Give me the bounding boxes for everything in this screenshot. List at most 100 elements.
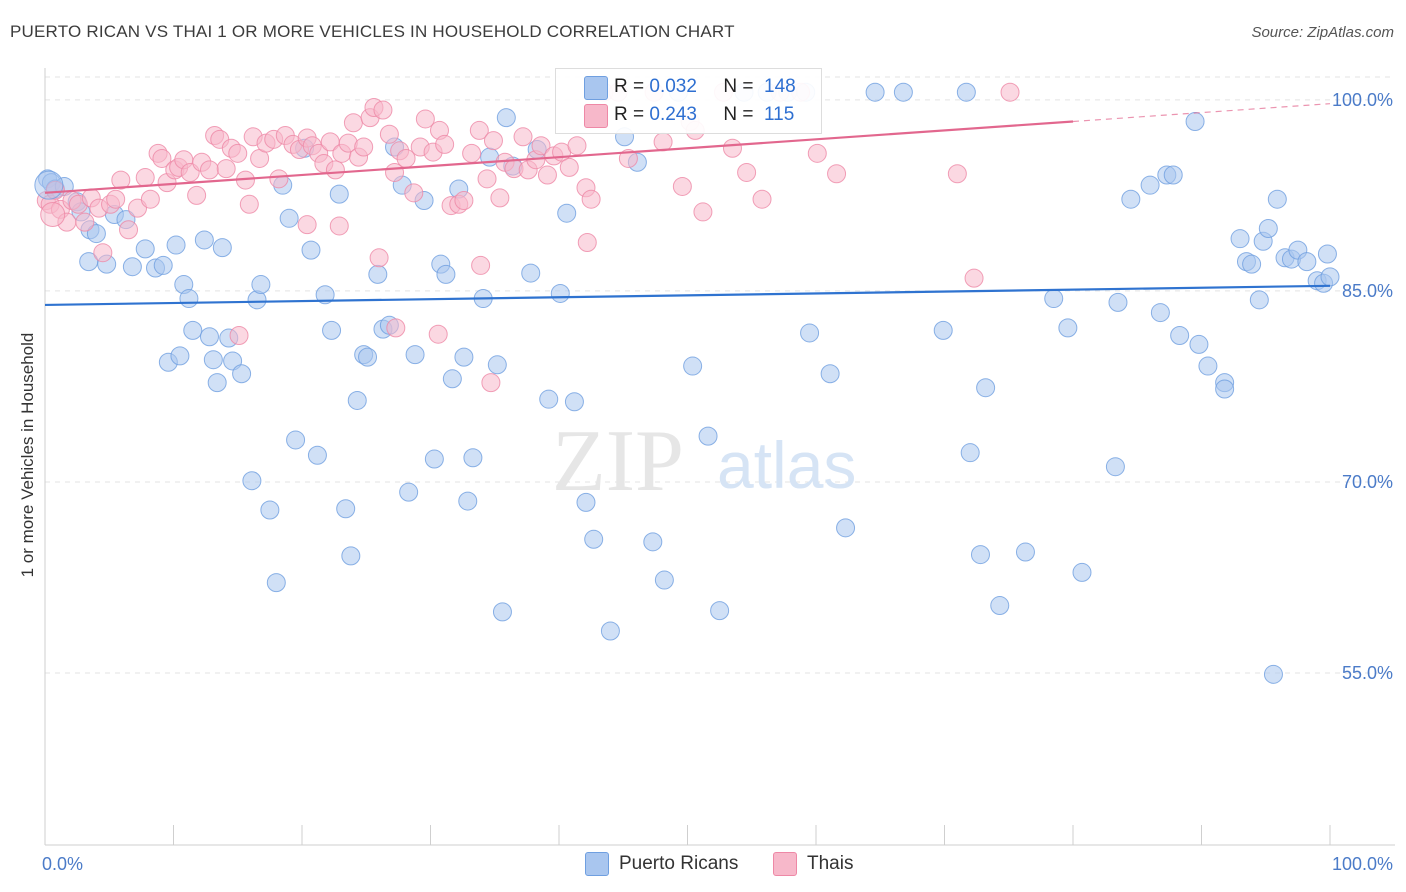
data-point — [315, 285, 335, 305]
data-point — [1105, 457, 1125, 477]
data-point — [329, 216, 349, 236]
data-point — [893, 82, 913, 102]
data-point — [1140, 175, 1160, 195]
data-point — [1185, 111, 1205, 131]
data-point — [329, 184, 349, 204]
data-point — [301, 240, 321, 260]
data-point — [170, 346, 190, 366]
data-point — [513, 127, 533, 147]
data-point — [1249, 290, 1269, 310]
y-tick-label: 85.0% — [1342, 281, 1393, 301]
data-point — [584, 529, 604, 549]
data-point — [260, 500, 280, 520]
data-point — [369, 248, 389, 268]
y-tick-label: 55.0% — [1342, 663, 1393, 683]
data-point — [490, 188, 510, 208]
data-point — [537, 165, 557, 185]
data-point — [710, 601, 730, 621]
data-point — [800, 323, 820, 343]
data-points — [34, 82, 1340, 684]
data-point — [1230, 229, 1250, 249]
data-point — [576, 492, 596, 512]
data-point — [379, 124, 399, 144]
data-point — [539, 389, 559, 409]
trend-lines — [44, 103, 1331, 307]
data-point — [990, 596, 1010, 616]
data-point — [557, 203, 577, 223]
data-point — [424, 449, 444, 469]
data-point — [1121, 189, 1141, 209]
data-point — [341, 546, 361, 566]
data-point-cluster — [40, 201, 66, 227]
data-point — [1170, 325, 1190, 345]
data-point — [1215, 379, 1235, 399]
x-tick-label-max: 100.0% — [1332, 854, 1393, 874]
legend-r-value: 0.032 — [649, 76, 697, 97]
data-point — [567, 136, 587, 156]
trend-line-puerto-ricans — [44, 284, 1331, 307]
data-point — [458, 491, 478, 511]
data-point — [1163, 165, 1183, 185]
data-point — [266, 573, 286, 593]
data-point — [471, 255, 491, 275]
data-point — [322, 320, 342, 340]
data-point — [404, 183, 424, 203]
data-point — [135, 168, 155, 188]
data-point — [358, 347, 378, 367]
data-point — [251, 275, 271, 295]
legend-r-label: R = — [614, 76, 645, 97]
data-point — [454, 190, 474, 210]
data-point — [581, 189, 601, 209]
data-point-cluster — [34, 170, 64, 200]
legend-n-value: 148 — [764, 76, 796, 97]
data-point — [487, 355, 507, 375]
legend-r-label: R = — [614, 104, 645, 125]
data-point — [956, 82, 976, 102]
data-point — [550, 283, 570, 303]
data-point — [1108, 292, 1128, 312]
data-point — [559, 157, 579, 177]
data-point — [194, 230, 214, 250]
data-point — [960, 443, 980, 463]
y-tick-label: 70.0% — [1342, 472, 1393, 492]
data-point — [199, 327, 219, 347]
data-point — [521, 263, 541, 283]
data-point — [531, 136, 551, 156]
data-point — [166, 235, 186, 255]
data-point — [477, 169, 497, 189]
data-point — [469, 120, 489, 140]
data-point — [212, 238, 232, 258]
data-point — [343, 113, 363, 133]
data-point — [199, 160, 219, 180]
data-point — [672, 176, 692, 196]
data-point — [187, 185, 207, 205]
data-point — [947, 164, 967, 184]
chart-source: Source: ZipAtlas.com — [1251, 24, 1394, 41]
bottom-legend-thais[interactable]: Thais — [773, 851, 853, 877]
data-point — [75, 212, 95, 232]
data-point — [492, 602, 512, 622]
data-point — [86, 224, 106, 244]
data-point — [286, 430, 306, 450]
data-point — [827, 164, 847, 184]
correlation-legend: R = 0.032 N = 148 R = 0.243 N = 115 — [555, 68, 822, 134]
watermark-zip: ZIP — [552, 413, 684, 510]
watermark-atlas: atlas — [717, 428, 856, 502]
trend-line-thais — [44, 120, 1074, 194]
bottom-legend-puerto-ricans[interactable]: Puerto Ricans — [585, 851, 738, 877]
data-point — [865, 82, 885, 102]
data-point — [463, 448, 483, 468]
data-point — [820, 364, 840, 384]
data-point — [399, 482, 419, 502]
data-point — [368, 264, 388, 284]
data-point — [1320, 267, 1340, 287]
bottom-legend-swatch-thais — [773, 852, 797, 876]
bottom-legend-label: Puerto Ricans — [619, 853, 739, 874]
data-point — [179, 289, 199, 309]
data-point — [1000, 82, 1020, 102]
trend-line-thais-extension — [1072, 103, 1331, 123]
data-point — [269, 169, 289, 189]
data-point — [1263, 664, 1283, 684]
data-point — [1242, 254, 1262, 274]
data-point — [232, 364, 252, 384]
